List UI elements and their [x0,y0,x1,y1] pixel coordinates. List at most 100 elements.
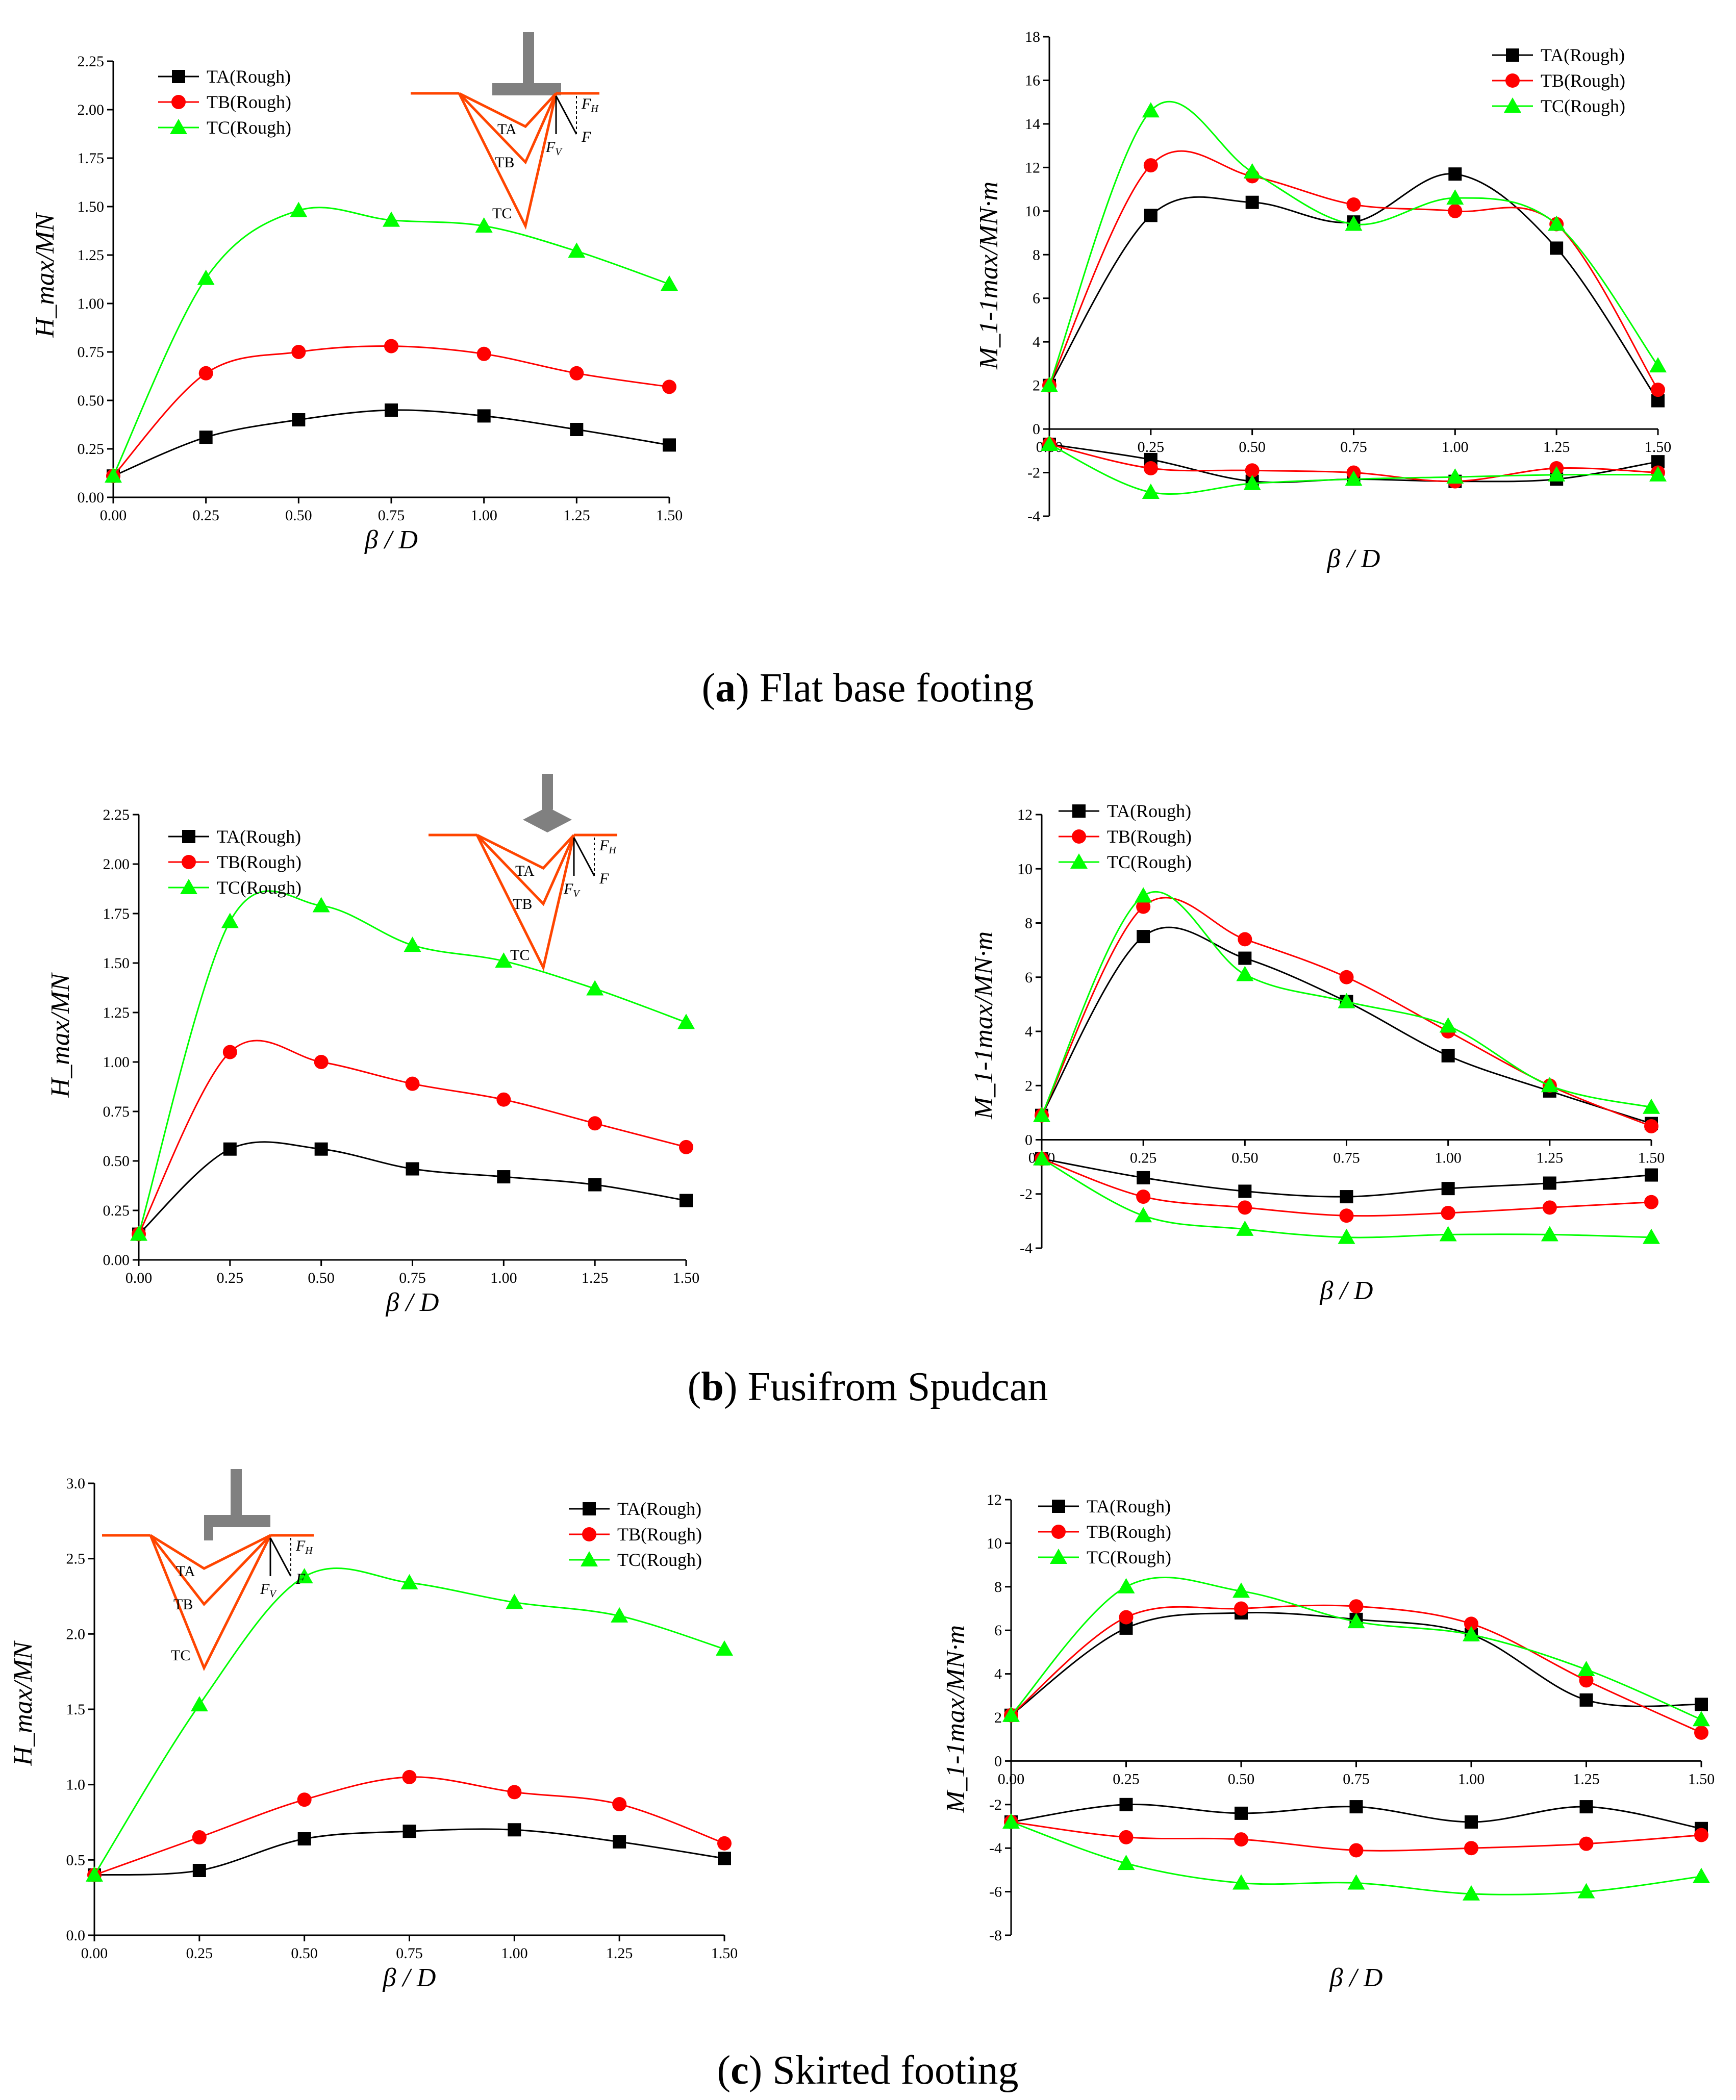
y-tick-label: 8 [994,1579,1002,1596]
x-tick-label: 0.50 [308,1270,335,1286]
data-point [130,1225,147,1241]
force-arrow-h [573,837,595,876]
data-point [400,1574,418,1589]
y-tick-label: 0.25 [103,1202,130,1219]
data-point [406,1162,419,1176]
legend-marker [1072,829,1086,844]
y-tick-label: 6 [1033,290,1040,307]
data-point-lower [1041,436,1058,451]
y-tick-label: 2.5 [66,1551,86,1567]
y-tick-label: 10 [1025,203,1040,220]
y-tick-label: 14 [1025,116,1040,133]
y-tick-label: -2 [1027,465,1040,482]
x-tick-label: 1.25 [1573,1770,1600,1787]
x-tick-label: 1.25 [563,507,590,524]
wedge-tc [458,92,558,230]
data-point [292,413,306,426]
legend: TA(Rough) TB(Rough) TC(Rough) [158,66,291,138]
data-point [680,1194,693,1207]
data-point-lower [1543,1176,1556,1190]
force-arrow-h [555,95,577,135]
y-tick-label: 1.5 [66,1701,86,1718]
legend-marker [1052,1500,1065,1513]
legend: TA(Rough) TB(Rough) TC(Rough) [569,1499,702,1570]
data-point [506,1593,523,1609]
data-point [1232,1582,1250,1598]
data-point-lower [1245,463,1260,478]
data-point [1694,1725,1708,1740]
data-point-lower [1236,1220,1254,1236]
x-tick-label: 1.00 [1435,1150,1462,1167]
x-tick-label: 0.25 [1138,439,1165,456]
y-tick-label: 16 [1025,72,1040,89]
data-point [663,438,676,452]
data-point [197,269,215,285]
label-fv-sub: V [269,1588,277,1600]
data-point [611,1607,628,1623]
series-line [1010,1577,1702,1721]
y-tick-label: 18 [1025,29,1040,45]
data-point [570,423,584,436]
legend-label: TA(Rough) [617,1499,701,1519]
data-point [1245,195,1259,209]
x-tick-label: 1.25 [606,1945,633,1962]
x-tick-label: 0.50 [285,507,312,524]
data-point-lower [1338,1228,1355,1244]
data-point [385,403,398,417]
label-tc: TC [492,205,512,222]
y-tick-label: 0.5 [66,1852,86,1868]
data-point [384,339,398,353]
chart-a-left: 0.00 0.25 0.50 0.75 1.00 1.25 1.50 1.75 2.00 2.25… [31,53,683,554]
y-tick-label: 10 [987,1535,1002,1552]
wedge-tc [149,1534,272,1672]
x-tick-label: 1.00 [501,1945,528,1962]
series-TC(Rough) [1002,1577,1710,1901]
legend-label: TC(Rough) [207,117,291,138]
data-point [190,1696,208,1712]
data-point [404,937,421,952]
data-point-lower [1135,1207,1152,1223]
data-point [402,1825,416,1838]
data-point [1441,1049,1455,1062]
data-point [1439,1017,1457,1033]
legend-label: TB(Rough) [207,92,291,112]
legend-label: TC(Rough) [1087,1547,1171,1567]
series-line-lower [1041,1158,1652,1217]
x-tick-label: 1.50 [656,507,683,524]
data-point [1137,930,1150,944]
x-tick-label: 1.50 [711,1945,738,1962]
data-point [1243,163,1261,179]
data-point-lower [1542,1200,1557,1215]
data-point-lower [1464,1841,1478,1856]
data-point [1041,376,1058,392]
data-point-lower [1349,1843,1364,1858]
label-tc: TC [510,947,530,964]
y-tick-label: 12 [987,1491,1002,1508]
data-point [718,1852,731,1865]
data-point [1339,970,1354,984]
label-fh-sub: H [608,845,617,856]
sketch-spudcan: TA TB TC FV FH F [429,774,617,972]
y-tick-label: 1.25 [103,1004,130,1021]
data-point-lower [1340,1190,1353,1204]
legend-label: TA(Rough) [1541,45,1625,65]
label-fv-sub: V [573,888,581,899]
footing-plate [492,83,561,95]
data-point-lower [1649,466,1667,482]
data-point-lower [1136,1190,1151,1204]
legend-marker [182,855,196,869]
x-tick-label: 1.00 [490,1270,517,1286]
y-tick-label: 0.00 [103,1252,130,1269]
data-point-lower [1243,474,1261,490]
data-point [1448,167,1462,181]
series-line [1048,150,1659,390]
legend-label: TB(Rough) [1541,70,1625,91]
x-tick-label: 1.25 [1543,439,1570,456]
y-tick-label: 4 [994,1666,1002,1683]
data-point [588,1178,602,1192]
series-TA(Rough) [132,1141,693,1241]
y-tick-label: 0.50 [78,392,105,409]
y-tick-label: 1.50 [78,198,105,215]
label-fv: FV [260,1581,277,1600]
